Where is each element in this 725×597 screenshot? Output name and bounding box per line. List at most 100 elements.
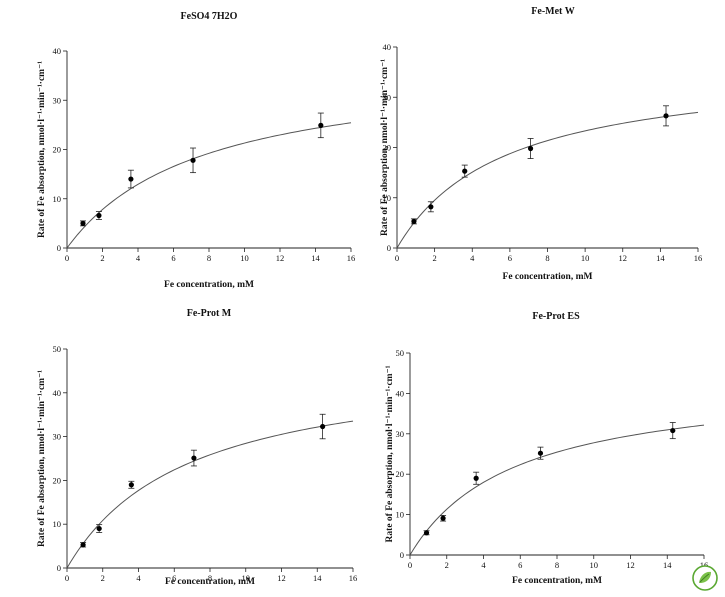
y-tick-label: 0 [57,243,61,253]
x-tick-label: 12 [619,253,628,263]
x-tick-label: 12 [626,560,635,570]
y-axis-label: Rate of Fe absorption, nmol·l⁻¹·min⁻¹·cm… [37,61,47,238]
x-tick-label: 2 [101,573,105,583]
x-tick-label: 4 [481,560,486,570]
x-tick-label: 8 [208,573,212,583]
data-point [462,168,468,174]
chart-panel-3: Fe-Prot M 0 2 4 6 8 10 12 14 16 0 10 20 30 40 50 Fe conc… [37,308,357,587]
chart-panel-4: Fe-Prot ES 0 2 4 6 8 10 12 14 16 0 10 20 30 40 50 Fe con… [385,311,708,586]
x-tick-label: 6 [171,253,175,263]
x-tick-label: 12 [277,573,286,583]
x-axis-label: Fe concentration, mM [165,577,255,587]
y-tick-label: 40 [396,388,405,398]
y-tick-label: 30 [53,95,62,105]
y-tick-label: 20 [383,143,392,153]
y-tick-label: 30 [53,432,62,442]
x-tick-label: 4 [136,253,141,263]
x-tick-label: 6 [172,573,176,583]
x-tick-label: 0 [65,573,69,583]
y-tick-label: 40 [53,388,62,398]
x-tick-label: 14 [663,560,672,570]
y-tick-label: 30 [383,92,392,102]
data-point [80,542,86,548]
x-tick-label: 4 [136,573,141,583]
x-tick-label: 12 [276,253,285,263]
y-tick-label: 50 [53,344,62,354]
x-tick-label: 16 [700,560,709,570]
data-point [663,113,669,119]
fit-curve [66,122,352,249]
x-tick-label: 16 [349,573,358,583]
data-point [191,455,197,461]
x-tick-label: 2 [433,253,437,263]
chart-title: FeSO4 7H2O [181,11,238,22]
x-tick-label: 10 [590,560,599,570]
data-point [80,220,86,226]
data-point [670,427,676,434]
x-tick-label: 8 [207,253,211,263]
x-tick-label: 14 [311,253,320,263]
x-tick-label: 16 [694,253,703,263]
x-tick-label: 8 [545,253,549,263]
y-tick-label: 10 [383,193,392,203]
data-point [96,525,102,532]
data-point [190,157,196,163]
data-point [320,423,326,430]
x-tick-label: 2 [445,560,449,570]
x-axis-label: Fe concentration, mM [512,576,602,586]
chart-title: Fe-Prot ES [532,311,580,322]
data-point [440,515,446,521]
x-tick-label: 16 [347,253,356,263]
data-point [473,475,479,481]
x-tick-label: 0 [65,253,69,263]
x-axis-label: Fe concentration, mM [164,280,254,290]
chart-panel-1: FeSO4 7H2O 0 2 4 6 8 10 12 14 16 0 10 20 30 40 Fe conce… [37,11,355,290]
y-tick-label: 0 [57,563,61,573]
leaf-logo-icon [692,565,718,591]
data-point [411,218,417,224]
y-tick-label: 20 [396,469,405,479]
chart-title: Fe-Prot M [187,308,232,319]
y-tick-label: 30 [396,429,405,439]
y-axis-label: Rate of Fe absorption, nmol·l⁻¹·min⁻¹·cm… [380,59,390,236]
y-tick-label: 50 [396,348,405,358]
x-axis-label: Fe concentration, mM [503,272,593,282]
x-tick-label: 10 [581,253,590,263]
chart-panel-2: Fe-Met W 0 2 4 6 8 10 12 14 16 0 10 20 30 40 Fe concent… [380,6,702,282]
chart-title: Fe-Met W [531,6,574,17]
y-tick-label: 40 [53,46,62,56]
x-tick-label: 10 [242,573,251,583]
data-point [527,145,534,152]
data-point [428,204,434,210]
y-tick-label: 10 [396,510,405,520]
x-tick-label: 14 [656,253,665,263]
data-point [128,482,134,488]
fit-curve [66,420,354,569]
x-tick-label: 10 [240,253,249,263]
x-tick-label: 0 [408,560,412,570]
y-tick-label: 0 [400,550,404,560]
x-tick-label: 4 [470,253,475,263]
x-tick-label: 8 [555,560,559,570]
y-tick-label: 20 [53,475,62,485]
x-tick-label: 6 [518,560,522,570]
y-axis-label: Rate of Fe absorption, nmol·l⁻¹·min⁻¹·cm… [37,370,47,547]
fit-curve [409,424,705,556]
y-tick-label: 10 [53,194,62,204]
y-tick-label: 20 [53,145,62,155]
y-axis-label: Rate of Fe absorption, nmol·l⁻¹·min⁻¹·cm… [385,365,395,542]
data-point [96,212,102,219]
data-point [128,176,134,182]
x-tick-label: 2 [100,253,104,263]
data-point [318,122,324,128]
y-tick-label: 0 [387,243,391,253]
fit-curve [396,111,699,249]
data-point [423,530,430,536]
y-tick-label: 40 [383,42,392,52]
x-tick-label: 0 [395,253,399,263]
y-tick-label: 10 [53,519,62,529]
x-tick-label: 6 [508,253,512,263]
x-tick-label: 14 [313,573,322,583]
data-point [537,450,544,456]
